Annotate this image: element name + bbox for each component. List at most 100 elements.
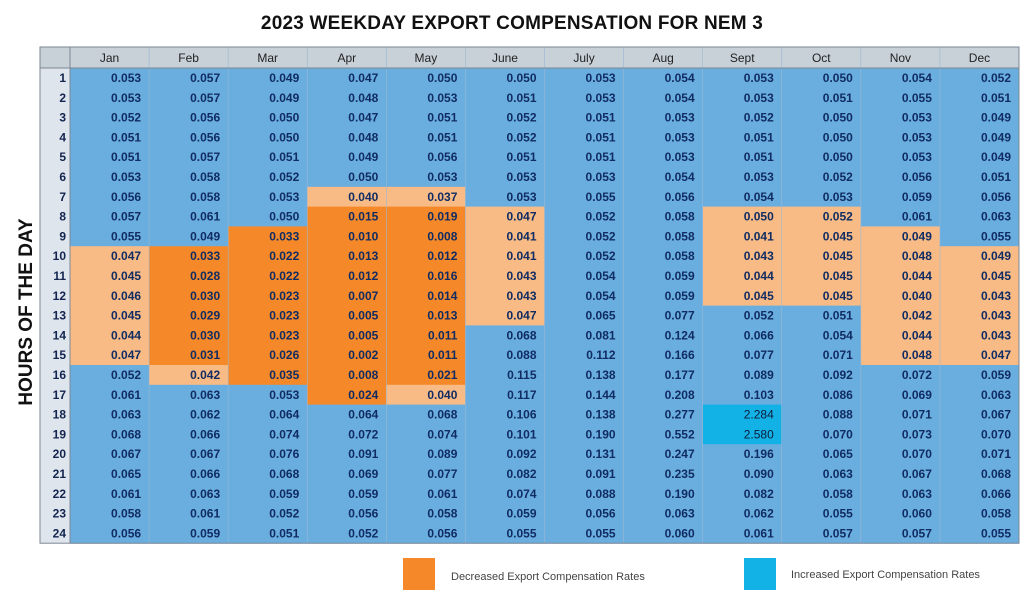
heatmap-cell [702,325,783,346]
heatmap-cell [307,285,387,307]
heatmap-cell [544,167,625,188]
cell-value: 0.005 [348,309,378,323]
cell-value: 0.071 [823,348,853,362]
row-label: 7 [59,190,66,204]
cell-value: 0.045 [111,269,141,283]
heatmap-cell [228,167,308,188]
heatmap-cell [702,127,783,148]
heatmap-cell [781,523,862,544]
heatmap-cell [228,325,308,346]
cell-value: 0.059 [348,487,378,501]
cell-value: 0.058 [111,507,141,521]
heatmap-cell [860,246,941,267]
cell-value: 0.046 [111,289,141,303]
cell-value: 0.049 [981,130,1011,144]
row-label: 23 [53,507,67,521]
cell-value: 0.048 [348,91,378,105]
cell-value: 0.053 [111,91,141,105]
cell-value: 0.059 [665,289,695,303]
cell-value: 0.048 [348,130,378,144]
cell-value: 0.059 [190,526,220,540]
cell-value: 0.051 [744,130,774,144]
cell-value: 0.092 [823,368,853,382]
heatmap-cell [70,365,150,386]
cell-value: 0.057 [190,91,220,105]
cell-value: 0.041 [506,229,536,243]
chart-title: 2023 WEEKDAY EXPORT COMPENSATION FOR NEM… [260,13,764,34]
heatmap-cell [70,226,150,247]
column-header-band [40,47,1019,68]
cell-value: 0.043 [744,249,774,263]
cell-value: 0.053 [744,91,774,105]
cell-value: 0.047 [348,111,378,125]
cell-value: 0.063 [981,210,1011,224]
heatmap-cell [70,266,150,287]
heatmap-cell [307,305,387,326]
cell-value: 0.042 [190,368,220,382]
cell-value: 0.081 [586,328,616,342]
heatmap-cell [623,167,704,188]
cell-value: 0.112 [586,348,616,362]
cell-value: 0.053 [586,91,616,105]
heatmap-cell [149,107,229,128]
heatmap-cell [70,285,150,307]
cell-value: 0.045 [823,269,853,283]
heatmap-cell [307,68,387,89]
cell-value: 0.052 [586,249,616,263]
cell-value: 0.014 [427,289,457,303]
cell-value: 0.059 [506,507,536,521]
heatmap-cell [702,483,783,505]
cell-value: 0.051 [586,130,616,144]
cell-value: 0.067 [902,467,932,481]
cell-value: 0.062 [744,507,774,521]
heatmap-cell [860,186,941,208]
heatmap-cell [939,206,1020,227]
heatmap-cell [623,246,704,267]
cell-value: 0.063 [111,408,141,422]
cell-value: 0.045 [823,249,853,263]
heatmap-cell [781,266,862,287]
heatmap-cell [386,444,466,465]
heatmap-cell [386,127,466,148]
cell-value: 0.051 [427,111,457,125]
heatmap-cell [781,444,862,465]
cell-value: 0.023 [269,309,299,323]
heatmap-cell [544,147,625,168]
cell-value: 0.067 [111,447,141,461]
heatmap-cell [386,345,466,366]
heatmap-cell [228,424,308,445]
cell-value: 0.043 [981,309,1011,323]
cell-value: 0.208 [665,388,695,402]
column-header-oct: Oct [812,51,831,65]
cell-value: 0.060 [665,526,695,540]
cell-value: 0.277 [665,408,695,422]
heatmap-cell [939,68,1020,89]
cell-value: 0.052 [744,111,774,125]
cell-value: 0.055 [902,91,932,105]
heatmap-cell [702,186,783,208]
column-header-feb: Feb [178,51,199,65]
heatmap-cell [149,147,229,168]
heatmap-cell [307,384,387,406]
cell-value: 0.055 [981,229,1011,243]
cell-value: 0.047 [111,249,141,263]
heatmap-cell [386,384,466,406]
heatmap-cell [860,444,941,465]
heatmap-cell [386,464,466,485]
heatmap-cell [939,444,1020,465]
cell-value: 0.051 [586,150,616,164]
heatmap-cell [149,246,229,267]
heatmap-cell [307,345,387,366]
cell-value: 0.059 [902,190,932,204]
heatmap-cell [149,186,229,208]
heatmap-cell [781,285,862,307]
cell-value: 0.061 [744,526,774,540]
heatmap-cell [465,523,545,544]
cell-value: 0.063 [981,388,1011,402]
cell-value: 0.047 [348,71,378,85]
heatmap-cell [386,68,466,89]
cell-value: 0.045 [111,309,141,323]
row-label: 15 [53,348,67,362]
cell-value: 0.016 [427,269,457,283]
cell-value: 0.051 [506,150,536,164]
